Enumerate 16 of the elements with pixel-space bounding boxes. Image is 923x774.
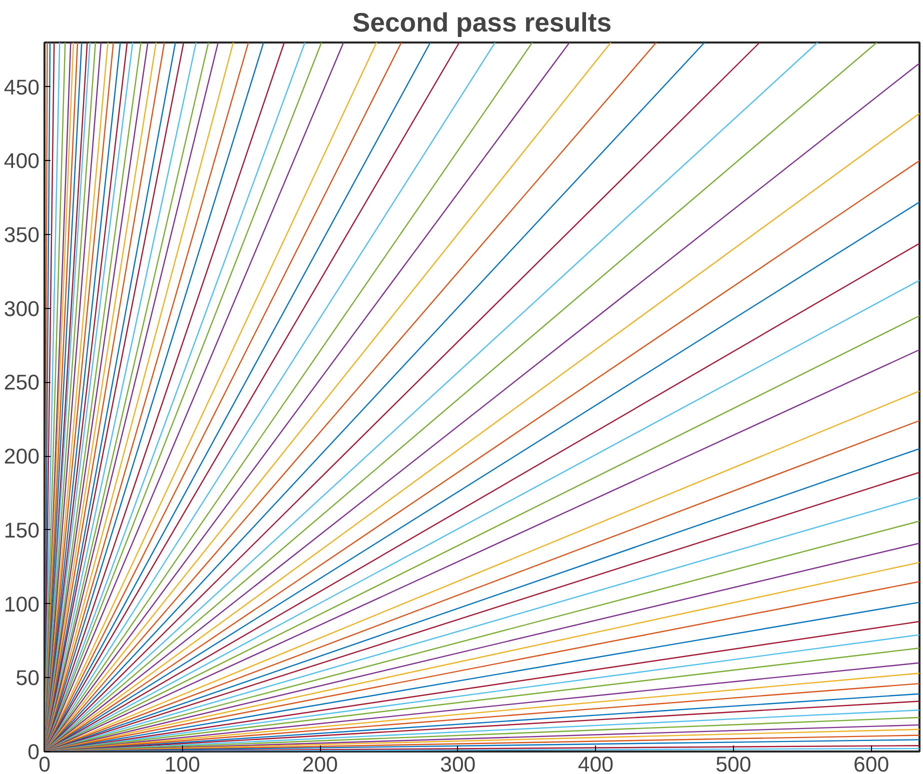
y-tick-label: 450	[4, 75, 40, 100]
y-tick-label: 350	[4, 223, 40, 248]
y-tick-label: 250	[4, 370, 40, 395]
x-tick-label: 500	[716, 752, 752, 774]
y-tick-label: 50	[16, 666, 40, 690]
x-tick-label: 200	[302, 752, 338, 774]
chart-title: Second pass results	[352, 8, 612, 38]
y-tick-label: 400	[4, 149, 40, 174]
y-tick-label: 200	[4, 444, 40, 469]
y-tick-label: 100	[4, 592, 40, 616]
y-tick-label: 150	[4, 518, 40, 542]
y-tick-label: 300	[4, 296, 40, 321]
x-tick-label: 100	[164, 752, 200, 774]
x-tick-label: 600	[853, 752, 890, 774]
x-tick-label: 400	[578, 752, 614, 774]
x-tick-label: 300	[440, 752, 476, 774]
